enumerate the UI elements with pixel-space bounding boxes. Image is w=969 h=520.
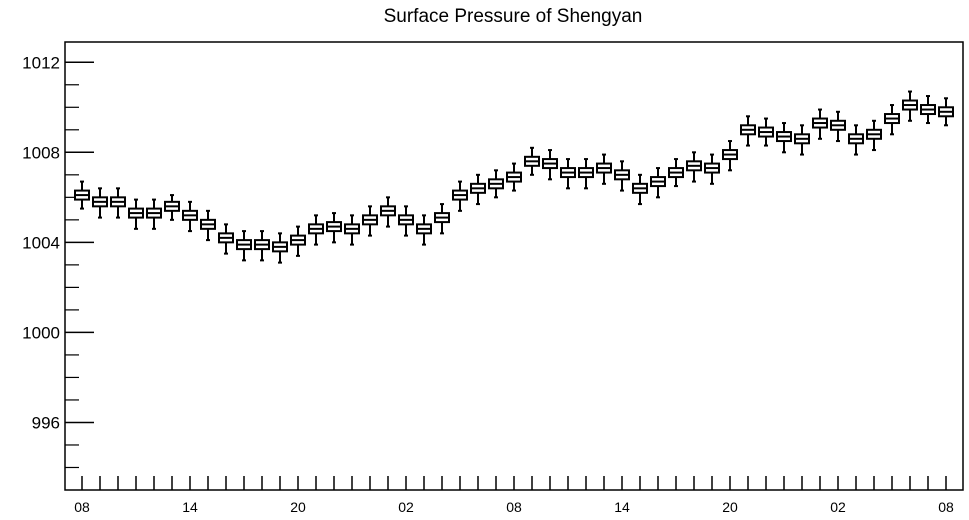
plot-frame	[64, 41, 964, 491]
box	[290, 225, 306, 257]
box	[128, 198, 144, 230]
box	[920, 95, 936, 125]
chart-title: Surface Pressure of Shengyan	[384, 6, 643, 27]
box	[740, 115, 756, 147]
box	[200, 209, 216, 242]
x-axis: 08 14 20 02 08 14 20 02 08	[74, 476, 954, 515]
box	[794, 124, 810, 156]
box	[938, 97, 954, 127]
box	[686, 151, 702, 183]
box	[776, 122, 792, 154]
y-tick-label: 1012	[22, 53, 60, 72]
box	[146, 198, 162, 230]
y-tick-label: 1004	[22, 233, 60, 252]
box	[506, 162, 522, 192]
box	[812, 108, 828, 140]
box	[668, 158, 684, 188]
box	[326, 212, 342, 244]
box	[470, 173, 486, 206]
y-tick-label: 1000	[22, 323, 60, 342]
box	[416, 214, 432, 246]
box	[614, 160, 630, 192]
x-tick-label: 20	[722, 499, 738, 515]
box	[560, 158, 576, 190]
x-tick-label: 08	[938, 499, 954, 515]
y-tick-label: 1008	[22, 143, 60, 162]
y-axis: 996 1000 1004 1008 1012	[22, 53, 94, 469]
box	[272, 232, 288, 264]
box	[344, 214, 360, 246]
box	[578, 158, 594, 190]
x-tick-label: 08	[506, 499, 522, 515]
box	[830, 110, 846, 143]
box	[524, 146, 540, 176]
box	[74, 180, 90, 210]
box	[254, 230, 270, 262]
box	[542, 149, 558, 181]
box	[398, 205, 414, 237]
x-tick-label: 14	[182, 499, 198, 515]
box	[848, 124, 864, 156]
box	[488, 169, 504, 199]
x-tick-label: 08	[74, 499, 90, 515]
box	[92, 187, 108, 219]
y-tick-label: 996	[32, 413, 60, 432]
box	[722, 140, 738, 172]
box	[758, 117, 774, 147]
box	[632, 173, 648, 206]
box	[866, 119, 882, 152]
box	[362, 205, 378, 237]
box	[308, 214, 324, 246]
box	[110, 187, 126, 219]
box	[218, 223, 234, 255]
box	[380, 196, 396, 228]
box	[884, 104, 900, 136]
x-tick-label: 02	[830, 499, 846, 515]
x-tick-label: 14	[614, 499, 630, 515]
box	[164, 194, 180, 221]
box	[434, 203, 450, 235]
x-tick-label: 02	[398, 499, 414, 515]
box	[596, 153, 612, 185]
box	[902, 90, 918, 122]
box	[650, 167, 666, 199]
box	[452, 180, 468, 212]
box	[236, 230, 252, 262]
box	[704, 153, 720, 185]
box-series	[74, 90, 954, 264]
x-tick-label: 20	[290, 499, 306, 515]
box	[182, 200, 198, 233]
